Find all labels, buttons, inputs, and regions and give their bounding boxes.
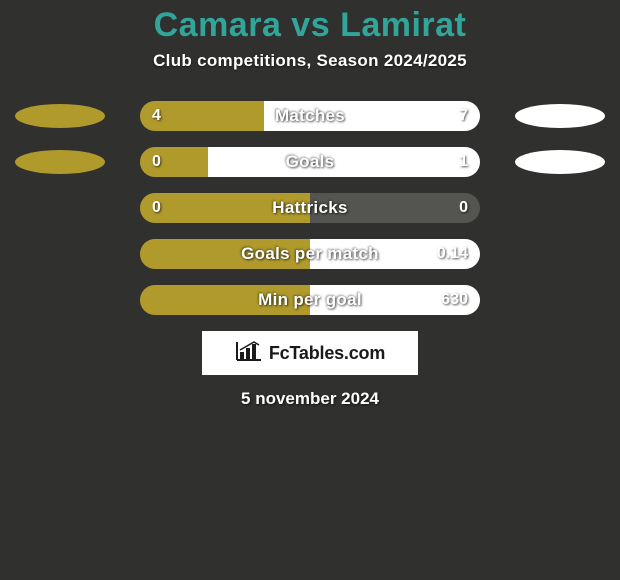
stat-bar-track: Matches4 7 <box>140 101 480 131</box>
stat-value-left: 0 <box>152 193 161 223</box>
logo-text: FcTables.com <box>269 343 385 364</box>
stat-bar-track: Goals per match0.14 <box>140 239 480 269</box>
stat-value-left: 0 <box>152 147 161 177</box>
stat-row: Matches4 7 <box>0 101 620 131</box>
player-badge-left <box>15 150 105 174</box>
stat-label: Hattricks <box>140 193 480 223</box>
stat-label: Goals per match <box>140 239 480 269</box>
stat-label: Min per goal <box>140 285 480 315</box>
stat-label: Goals <box>140 147 480 177</box>
stat-value-right: 0 <box>459 193 468 223</box>
stat-value-right: 1 <box>459 147 468 177</box>
stat-bar-track: Goals0 1 <box>140 147 480 177</box>
stat-row: Min per goal630 <box>0 285 620 315</box>
stat-bar-track: Min per goal630 <box>140 285 480 315</box>
stat-label: Matches <box>140 101 480 131</box>
player-badge-right <box>515 104 605 128</box>
subtitle: Club competitions, Season 2024/2025 <box>0 51 620 71</box>
stat-bar-track: Hattricks0 0 <box>140 193 480 223</box>
stat-row: Goals per match0.14 <box>0 239 620 269</box>
player-badge-left <box>15 104 105 128</box>
logo-box: FcTables.com <box>202 331 418 375</box>
stat-value-right: 630 <box>441 285 468 315</box>
stat-row: Goals0 1 <box>0 147 620 177</box>
player-badge-right <box>515 150 605 174</box>
comparison-card: Camara vs Lamirat Club competitions, Sea… <box>0 0 620 580</box>
stat-row: Hattricks0 0 <box>0 193 620 223</box>
stat-value-right: 0.14 <box>437 239 468 269</box>
title: Camara vs Lamirat <box>0 6 620 45</box>
stat-rows: Matches47Goals01Hattricks00Goals per mat… <box>0 101 620 315</box>
date: 5 november 2024 <box>0 389 620 409</box>
stat-value-left: 4 <box>152 101 161 131</box>
bar-chart-icon <box>235 340 263 367</box>
stat-value-right: 7 <box>459 101 468 131</box>
